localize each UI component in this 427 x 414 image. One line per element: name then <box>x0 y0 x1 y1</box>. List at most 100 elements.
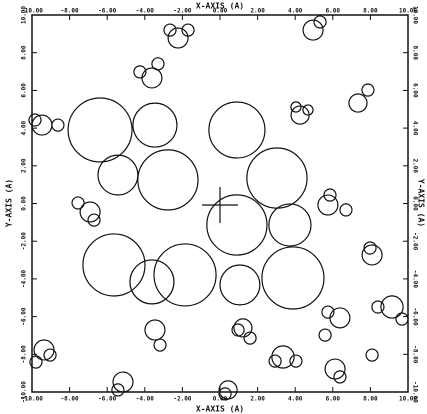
atom-circle <box>289 354 303 368</box>
atom-circle <box>141 67 163 89</box>
y-tick-label: 0.00 <box>412 196 419 211</box>
x-tick-label: 4.00 <box>288 396 303 403</box>
x-tick-label: 2.00 <box>250 396 265 403</box>
y-tick-label: -2.00 <box>21 232 28 250</box>
x-tick-label: 0.00 <box>213 396 228 403</box>
y-tick-label: -10.00 <box>21 381 28 403</box>
x-tick-label: 8.00 <box>363 8 378 15</box>
atom-circle <box>208 101 266 159</box>
y-tick-label: -8.00 <box>21 345 28 363</box>
atom-circle <box>219 264 261 306</box>
x-tick-label: -6.00 <box>98 396 116 403</box>
y-tick-label: 4.00 <box>412 121 419 136</box>
x-tick-label: -4.00 <box>136 8 154 15</box>
x-tick-label: -2.00 <box>173 396 191 403</box>
atom-circle <box>317 194 339 216</box>
atom-circle <box>218 387 232 401</box>
atom-circle <box>302 104 314 116</box>
atom-circle <box>348 93 368 113</box>
y-tick-label: 10.00 <box>412 6 419 24</box>
atom-circle <box>323 188 337 202</box>
atom-circle <box>153 243 217 307</box>
y-tick-label: 10.00 <box>21 6 28 24</box>
atom-circle <box>29 355 43 369</box>
y-tick-label: 4.00 <box>21 120 28 135</box>
x-tick-label: -8.00 <box>61 8 79 15</box>
x-axis-title-bottom: X-AXIS (A) <box>196 405 244 414</box>
atom-circle <box>132 102 178 148</box>
atom-circle <box>268 203 312 247</box>
atom-circle <box>112 371 134 393</box>
y-tick-label: 2.00 <box>21 158 28 173</box>
y-tick-label: 6.00 <box>21 83 28 98</box>
x-tick-label: 2.00 <box>250 8 265 15</box>
atom-circle <box>318 328 332 342</box>
atom-circle <box>324 358 346 380</box>
atom-circle <box>333 370 347 384</box>
x-tick-label: 4.00 <box>288 8 303 15</box>
atom-circle <box>133 65 147 79</box>
atom-circle <box>261 246 325 310</box>
atom-circle <box>144 319 166 341</box>
atom-circle <box>321 305 335 319</box>
x-tick-label: -4.00 <box>136 396 154 403</box>
atom-circle <box>137 149 199 211</box>
atom-circle <box>268 354 282 368</box>
atom-circle <box>371 300 385 314</box>
atom-circle <box>87 213 101 227</box>
y-tick-label: -10.00 <box>412 381 419 403</box>
atom-circle <box>329 307 351 329</box>
atom-circle <box>231 323 245 337</box>
atom-circle <box>380 295 404 319</box>
x-tick-label: -10.00 <box>21 8 43 15</box>
atom-circle <box>206 194 268 256</box>
atom-circle <box>313 15 327 29</box>
x-tick-label: -8.00 <box>61 396 79 403</box>
atom-circle <box>363 241 377 255</box>
y-tick-label: -4.00 <box>412 270 419 288</box>
atom-circle <box>365 348 379 362</box>
atom-circle <box>31 114 53 136</box>
atom-circle <box>153 338 167 352</box>
y-tick-label: 8.00 <box>412 45 419 60</box>
atom-circle <box>233 318 253 338</box>
x-tick-label: 8.00 <box>363 396 378 403</box>
x-tick-label: -2.00 <box>173 8 191 15</box>
x-tick-label: 0.00 <box>213 8 228 15</box>
x-axis-title-top: X-AXIS (A) <box>196 2 244 11</box>
y-tick-label: 0.00 <box>21 196 28 211</box>
y-axis-title-left: Y-AXIS (A) <box>5 179 14 227</box>
atom-circle <box>218 380 238 400</box>
x-tick-label: -6.00 <box>98 8 116 15</box>
atom-circle <box>51 118 65 132</box>
y-tick-label: 6.00 <box>412 83 419 98</box>
atom-circle <box>246 147 308 209</box>
y-tick-label: -6.00 <box>412 308 419 326</box>
y-tick-label: 8.00 <box>21 45 28 60</box>
atom-circle <box>43 348 57 362</box>
x-tick-label: 10.00 <box>399 396 417 403</box>
x-tick-label: 10.00 <box>399 8 417 15</box>
atom-circle <box>361 244 383 266</box>
x-tick-label: 6.00 <box>326 8 341 15</box>
atom-circle <box>167 27 189 49</box>
atom-circle <box>395 312 409 326</box>
x-tick-label: 6.00 <box>326 396 341 403</box>
y-tick-label: -4.00 <box>21 269 28 287</box>
atom-circle <box>181 23 195 37</box>
atom-circle <box>28 113 42 127</box>
atom-circle <box>361 83 375 97</box>
atom-circle <box>339 203 353 217</box>
atom-circle <box>302 19 324 41</box>
atom-circle <box>151 57 165 71</box>
atom-circle <box>163 23 177 37</box>
x-tick-label: -10.00 <box>21 396 43 403</box>
atom-circle <box>111 383 125 397</box>
atom-circle <box>79 201 101 223</box>
atom-circle <box>271 345 295 369</box>
atom-circle <box>97 154 139 196</box>
atom-circle <box>129 259 175 305</box>
atom-circle <box>71 196 85 210</box>
atom-circle <box>243 331 257 345</box>
